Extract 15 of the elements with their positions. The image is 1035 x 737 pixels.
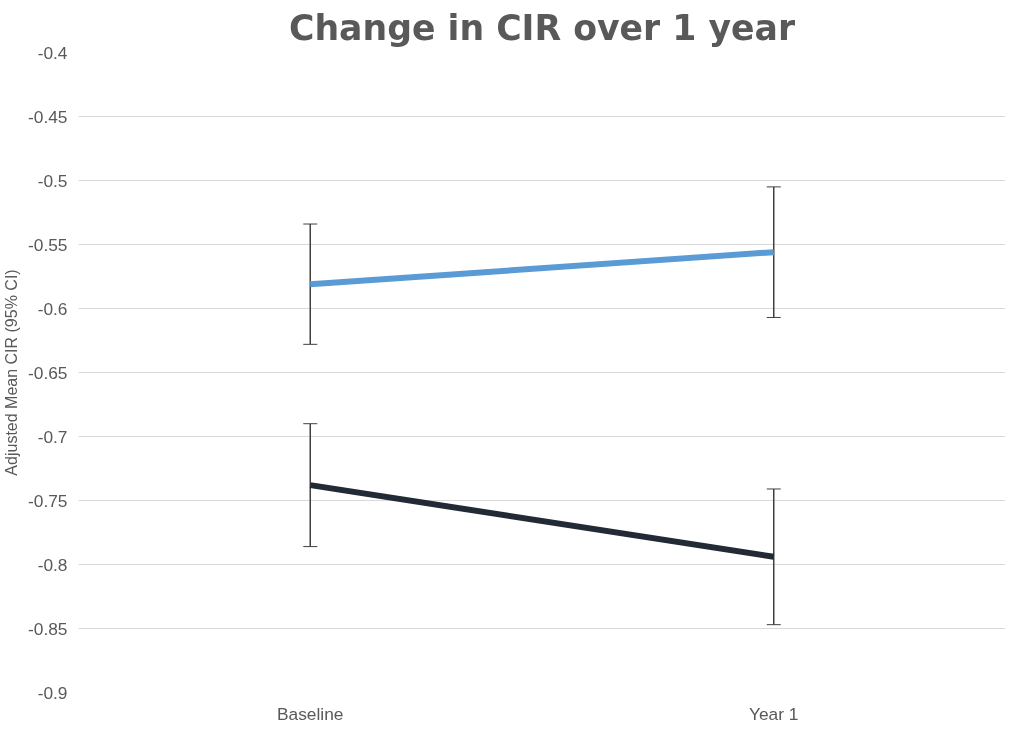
y-tick-label: -0.55 [28,234,68,255]
y-tick-label: -0.6 [37,298,68,319]
y-tick-label: -0.8 [37,554,68,575]
y-tick-label: -0.85 [28,618,68,639]
y-tick-label: -0.75 [28,490,68,511]
y-tick-label: -0.5 [37,170,68,191]
y-tick-label: -0.65 [28,362,68,383]
y-tick-label: -0.7 [37,426,68,447]
y-tick-label: -0.45 [28,106,68,127]
y-tick-label: -0.4 [37,42,68,63]
y-tick-label: -0.9 [37,682,68,703]
chart-title: Change in CIR over 1 year [288,7,796,48]
y-axis-title: Adjusted Mean CIR (95% CI) [3,269,20,476]
x-tick-label: Year 1 [749,703,799,724]
x-tick-label: Baseline [277,703,344,724]
